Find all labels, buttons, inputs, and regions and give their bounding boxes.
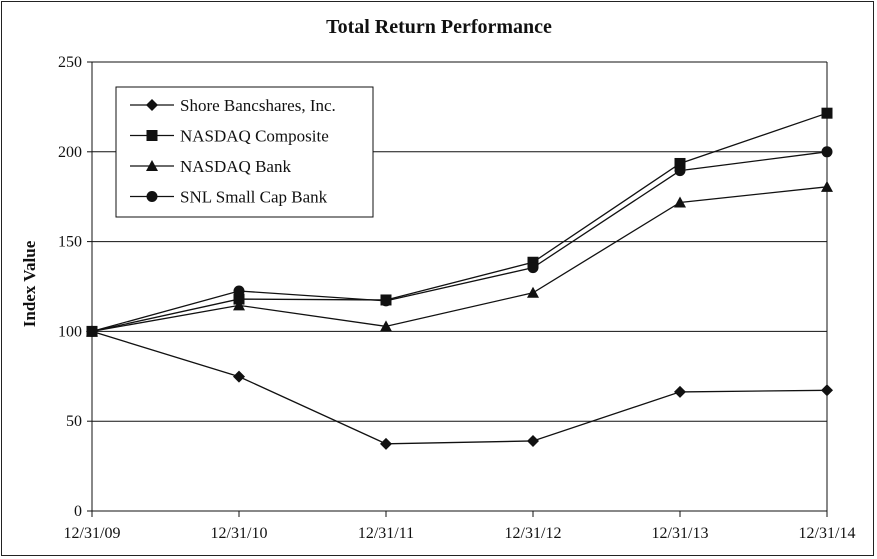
- axes: 0 50 100 150 200 250 12/31/09 12/31/10 12/31/11 1…: [58, 54, 855, 542]
- legend-marker-square: [146, 130, 158, 141]
- data-point-diamond: [380, 437, 392, 450]
- data-point-circle: [380, 295, 392, 307]
- data-point-triangle: [821, 180, 833, 192]
- y-tick-label: 150: [58, 234, 82, 251]
- legend-label: NASDAQ Composite: [180, 127, 329, 146]
- series-circle: [86, 146, 833, 337]
- y-tick-label: 250: [58, 54, 82, 71]
- data-point-square: [233, 293, 245, 305]
- data-point-circle: [527, 262, 539, 274]
- data-point-square: [821, 107, 833, 119]
- data-point-triangle: [674, 196, 686, 208]
- data-point-diamond: [527, 434, 539, 447]
- series-line: [91, 151, 828, 333]
- legend-marker-triangle: [146, 160, 158, 171]
- legend-label: Shore Bancshares, Inc.: [180, 96, 336, 115]
- series-line: [91, 112, 828, 333]
- legend-marker-diamond: [146, 99, 158, 111]
- y-axis-label: Index Value: [20, 240, 39, 327]
- data-point-circle: [821, 146, 833, 158]
- data-point-triangle: [233, 299, 245, 311]
- series-triangle: [86, 180, 833, 337]
- x-tick-label: 12/31/10: [211, 525, 268, 542]
- data-point-circle: [86, 325, 98, 337]
- chart-title: Total Return Performance: [326, 16, 552, 38]
- series-line: [91, 330, 828, 445]
- grid-lines: [92, 61, 827, 422]
- x-tick-label: 12/31/14: [799, 525, 856, 542]
- data-point-circle: [233, 285, 245, 297]
- x-tick-label: 12/31/11: [358, 525, 414, 542]
- legend: Shore Bancshares, Inc. NASDAQ Composite NA…: [115, 86, 374, 218]
- data-point-diamond: [821, 384, 833, 397]
- series-group: [86, 107, 833, 450]
- data-point-circle: [674, 165, 686, 177]
- series-diamond: [86, 325, 833, 450]
- legend-label: SNL Small Cap Bank: [180, 188, 328, 207]
- y-tick-label: 0: [74, 503, 82, 520]
- data-point-triangle: [380, 320, 392, 332]
- series-line: [91, 186, 828, 333]
- data-point-diamond: [233, 370, 245, 383]
- legend-box: [115, 86, 374, 218]
- y-tick-label: 100: [58, 323, 82, 340]
- y-tick-label: 50: [66, 413, 82, 430]
- data-point-triangle: [527, 286, 539, 298]
- data-point-square: [674, 157, 686, 169]
- y-tick-label: 200: [58, 144, 82, 161]
- legend-marker-circle: [146, 191, 158, 202]
- x-tick-label: 12/31/12: [505, 525, 562, 542]
- data-point-diamond: [674, 385, 686, 398]
- x-tick-label: 12/31/09: [64, 525, 121, 542]
- legend-label: NASDAQ Bank: [180, 157, 291, 176]
- x-tick-label: 12/31/13: [652, 525, 709, 542]
